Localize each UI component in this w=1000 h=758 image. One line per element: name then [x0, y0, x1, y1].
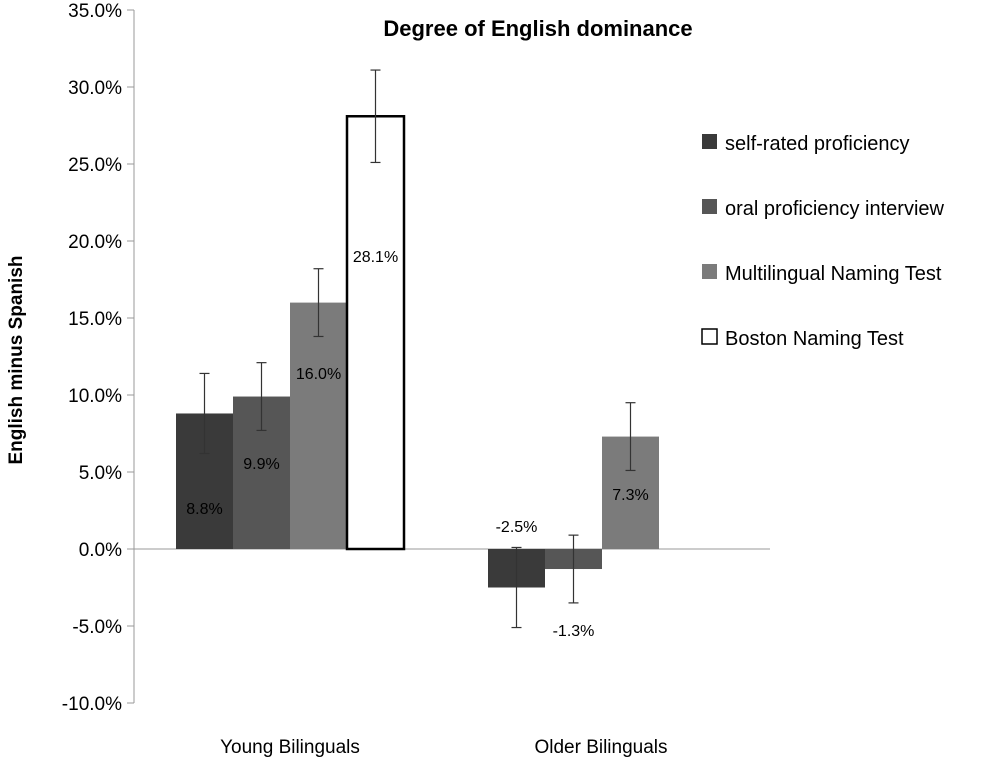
data-label: 16.0% — [296, 366, 341, 383]
data-label: 9.9% — [243, 456, 279, 473]
y-tick-label: 10.0% — [68, 386, 122, 407]
y-axis: -10.0% -5.0% 0.0% 5.0% 10.0% 15.0% 20.0% 25.0% 3… — [62, 1, 770, 715]
data-label: 7.3% — [612, 487, 648, 504]
x-category-label: Older Bilinguals — [534, 737, 667, 758]
legend-swatch — [702, 264, 717, 279]
legend: self-rated proficiency oral proficiency i… — [701, 133, 945, 350]
legend-label: Boston Naming Test — [725, 328, 904, 350]
legend-swatch — [702, 134, 717, 149]
y-tick-label: 25.0% — [68, 155, 122, 176]
y-axis-label: English minus Spanish — [6, 255, 27, 464]
y-tick-label: 30.0% — [68, 78, 122, 99]
bar — [290, 302, 347, 549]
y-tick-label: 35.0% — [68, 1, 122, 22]
legend-swatch — [701, 328, 718, 345]
data-label: -1.3% — [553, 623, 595, 640]
bar — [345, 115, 406, 551]
legend-swatch — [702, 199, 717, 214]
legend-label: oral proficiency interview — [725, 198, 945, 220]
chart-title: Degree of English dominance — [383, 16, 692, 41]
data-label: 28.1% — [353, 249, 398, 266]
legend-label: self-rated proficiency — [725, 133, 910, 155]
data-label: 8.8% — [186, 501, 222, 518]
y-tick-label: -10.0% — [62, 694, 122, 715]
legend-label: Multilingual Naming Test — [725, 263, 942, 285]
data-label: -2.5% — [496, 519, 538, 536]
y-tick-label: 0.0% — [79, 540, 122, 561]
y-tick-label: 20.0% — [68, 232, 122, 253]
y-tick-label: 15.0% — [68, 309, 122, 330]
y-tick-label: 5.0% — [79, 463, 122, 484]
bars: 8.8% 9.9% 16.0% 28.1% Young Bilinguals -2.5% -… — [176, 69, 668, 758]
x-category-label: Young Bilinguals — [220, 737, 360, 758]
y-tick-label: -5.0% — [72, 617, 122, 638]
